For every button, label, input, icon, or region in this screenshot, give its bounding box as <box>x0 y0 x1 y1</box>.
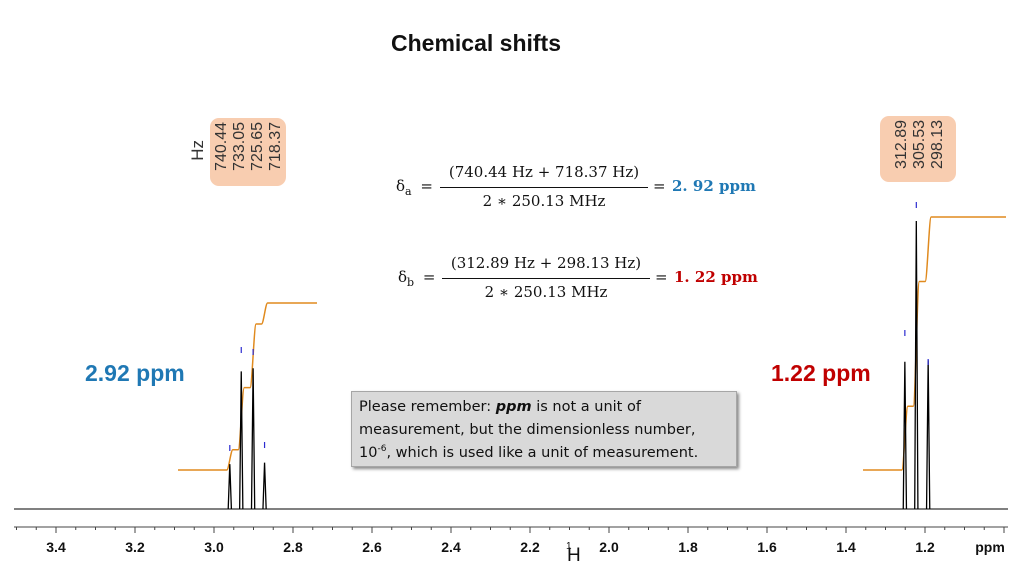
x-tick-label: 2.8 <box>283 539 303 555</box>
x-tick-label: 1.8 <box>678 539 698 555</box>
equation-a-delta: δ <box>396 177 406 195</box>
integral-curves <box>178 216 1006 471</box>
equation-b-result: 1. 22 ppm <box>674 268 758 286</box>
equation-a-numerator: (740.44 Hz + 718.37 Hz) <box>448 163 640 181</box>
equation-b-subscript: b <box>407 276 415 289</box>
x-axis: 3.4 3.2 3.0 2.8 2.6 2.4 2.2 2.0 1.8 1.6 1.4 1.2 ppm 1… <box>14 526 1008 566</box>
equation-a: δa = (740.44 Hz + 718.37 Hz) 2 ∗ 250.13 … <box>396 160 776 220</box>
spectrum-peak-a-1 <box>227 464 233 510</box>
nucleus-mass-number: 1 <box>566 541 572 552</box>
label-1-22-ppm: 1.22 ppm <box>771 360 871 386</box>
spectrum-peak-a-3 <box>250 368 256 510</box>
equation-a-subscript: a <box>405 185 412 198</box>
spectrum-peak-b-2 <box>914 220 919 510</box>
note-line-3-sup: -6 <box>377 444 387 454</box>
note-box: Please remember: ppm is not a unit of me… <box>351 391 737 467</box>
x-tick-label: 3.0 <box>204 539 224 555</box>
note-prefix: Please remember: <box>359 399 496 415</box>
integral-curve-a <box>178 302 317 471</box>
equation-a-equals: = <box>653 177 666 195</box>
equation-b-fraction-bar <box>442 278 650 279</box>
equation-a-result: 2. 92 ppm <box>672 177 756 195</box>
equation-b: δb = (312.89 Hz + 298.13 Hz) 2 ∗ 250.13 … <box>398 251 778 311</box>
equation-b-lhs: δb = <box>398 268 435 289</box>
equation-b-denominator: 2 ∗ 250.13 MHz <box>484 283 608 301</box>
x-tick-label: 1.2 <box>915 539 935 555</box>
equation-b-delta: δ <box>398 268 408 286</box>
x-tick-label: 1.6 <box>757 539 777 555</box>
equation-b-equals: = <box>655 268 668 286</box>
note-emphasis: ppm <box>495 399 532 415</box>
x-tick-label: 3.4 <box>46 539 66 555</box>
equation-a-lhs-equals: = <box>420 177 433 195</box>
nucleus-label: H <box>567 545 581 566</box>
equation-a-fraction-bar <box>440 187 648 188</box>
note-line-1-rest: is not a unit of <box>531 399 641 415</box>
x-tick-label: 2.0 <box>599 539 619 555</box>
label-2-92-ppm: 2.92 ppm <box>85 360 185 386</box>
integral-curve-b <box>863 216 1006 471</box>
slide-title: Chemical shifts <box>391 30 561 56</box>
x-axis-unit-label: ppm <box>975 539 1005 555</box>
peak-tick-marks <box>229 202 929 451</box>
x-tick-label: 2.2 <box>520 539 540 555</box>
spectrum-peak-a-2 <box>239 371 244 510</box>
x-tick-label: 2.6 <box>362 539 382 555</box>
x-tick-label: 2.4 <box>441 539 461 555</box>
note-line-2: measurement, but the dimensionless numbe… <box>359 422 696 438</box>
note-line-1: Please remember: ppm is not a unit of <box>359 396 736 419</box>
note-line-3-base: 10 <box>359 445 378 461</box>
equation-b-numerator: (312.89 Hz + 298.13 Hz) <box>450 254 642 272</box>
equation-a-denominator: 2 ∗ 250.13 MHz <box>482 192 606 210</box>
x-tick-label: 3.2 <box>125 539 145 555</box>
x-tick-label: 1.4 <box>836 539 856 555</box>
peak-labels-right-box: 312.89 305.53 298.13 <box>880 116 956 182</box>
peak-labels-left-box: 740.44 733.05 725.65 718.37 <box>210 118 286 186</box>
note-line-3-rest: , which is used like a unit of measureme… <box>386 445 699 461</box>
note-line-3: 10-6, which is used like a unit of measu… <box>359 442 736 465</box>
equation-b-lhs-equals: = <box>422 268 436 286</box>
spectrum-peak-b-3 <box>925 360 931 510</box>
equation-a-lhs: δa = <box>396 177 433 198</box>
spectrum-peak-b-1 <box>902 361 908 510</box>
spectrum-peak-a-4 <box>262 462 267 510</box>
